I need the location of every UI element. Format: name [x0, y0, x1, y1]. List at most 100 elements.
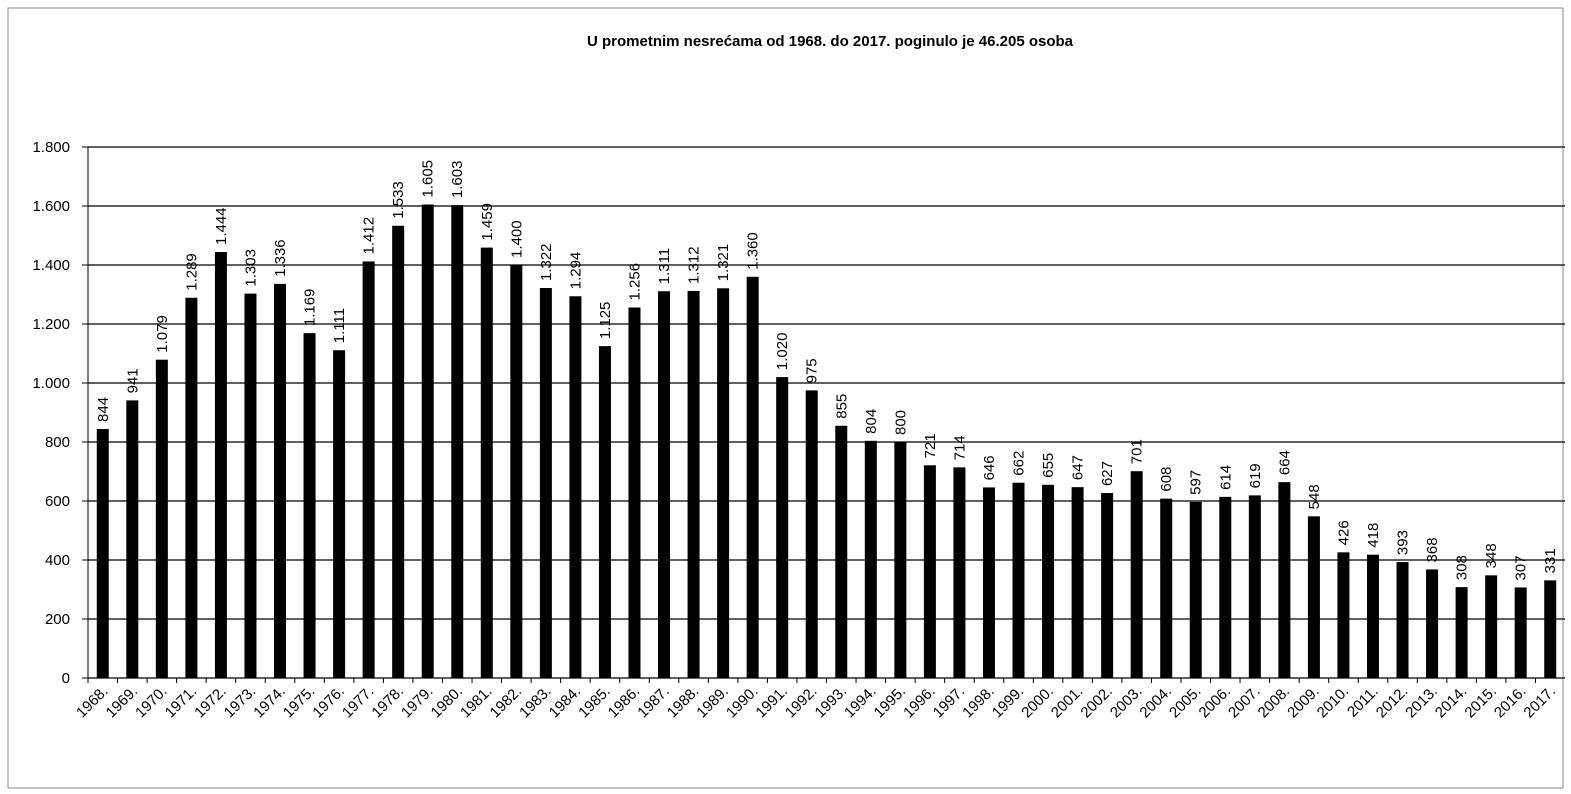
y-tick-label: 1.600: [32, 198, 70, 215]
bar: [658, 291, 671, 678]
data-label: 1.079: [154, 315, 171, 353]
y-tick-label: 600: [45, 493, 70, 510]
bar: [1544, 580, 1557, 678]
bar: [480, 247, 493, 678]
data-label: 655: [1040, 453, 1057, 478]
bar: [1012, 482, 1025, 678]
data-label: 548: [1306, 484, 1323, 509]
data-label: 855: [833, 394, 850, 419]
bar: [1160, 498, 1173, 678]
data-label: 608: [1158, 467, 1175, 492]
y-tick-label: 0: [62, 670, 70, 687]
bar: [1101, 493, 1114, 678]
y-tick-label: 400: [45, 552, 70, 569]
data-label: 1.444: [213, 207, 230, 245]
y-tick-label: 200: [45, 611, 70, 628]
data-label: 1.294: [567, 252, 584, 290]
bar: [1455, 587, 1468, 678]
bar: [244, 293, 257, 678]
chart-title: U prometnim nesrećama od 1968. do 2017. …: [587, 33, 1074, 50]
bar: [392, 225, 405, 678]
data-label: 1.169: [302, 289, 319, 327]
data-label: 646: [981, 455, 998, 480]
data-label: 1.459: [479, 203, 496, 241]
bar: [864, 440, 877, 678]
data-label: 721: [922, 433, 939, 458]
bar: [628, 307, 641, 678]
bar: [1042, 484, 1055, 678]
data-label: 714: [951, 435, 968, 460]
data-label: 426: [1335, 520, 1352, 545]
data-label: 348: [1483, 543, 1500, 568]
y-tick-label: 1.800: [32, 139, 70, 156]
data-label: 368: [1424, 537, 1441, 562]
bar: [598, 346, 611, 678]
bar: [1189, 501, 1202, 678]
data-label: 1.360: [745, 232, 762, 270]
bar: [155, 359, 168, 678]
data-label: 619: [1247, 463, 1264, 488]
bar: [362, 261, 375, 678]
bar: [1337, 552, 1350, 678]
data-label: 1.336: [272, 239, 289, 277]
bar: [303, 333, 316, 678]
bar: [333, 350, 346, 678]
bar: [569, 296, 582, 678]
bar: [1426, 569, 1439, 678]
bar: [687, 290, 700, 678]
bar: [185, 297, 198, 678]
bar: [1071, 487, 1084, 678]
bar: [451, 205, 464, 679]
bar: [923, 465, 936, 678]
data-label: 1.303: [242, 249, 259, 287]
bar: [835, 425, 848, 678]
data-label: 1.533: [390, 181, 407, 219]
data-label: 393: [1395, 530, 1412, 555]
data-label: 418: [1365, 523, 1382, 548]
data-label: 664: [1276, 450, 1293, 475]
bar: [1307, 516, 1320, 678]
data-label: 1.400: [508, 220, 525, 258]
bar: [746, 276, 759, 678]
data-label: 627: [1099, 461, 1116, 486]
bar: [953, 467, 966, 678]
y-tick-label: 800: [45, 434, 70, 451]
data-label: 647: [1070, 455, 1087, 480]
data-label: 1.605: [420, 160, 437, 198]
y-tick-label: 1.000: [32, 375, 70, 392]
bar: [214, 252, 227, 678]
data-label: 662: [1011, 451, 1028, 476]
y-tick-label: 1.400: [32, 257, 70, 274]
data-label: 597: [1188, 470, 1205, 495]
bar: [717, 288, 730, 678]
data-label: 1.322: [538, 243, 555, 281]
data-label: 614: [1217, 465, 1234, 490]
bar: [539, 288, 552, 678]
data-label: 1.312: [686, 246, 703, 284]
bar: [274, 283, 287, 678]
data-label: 701: [1129, 439, 1146, 464]
bar: [805, 390, 818, 678]
data-label: 844: [95, 397, 112, 422]
data-label: 1.289: [183, 253, 200, 291]
bar: [982, 487, 995, 678]
data-label: 1.125: [597, 302, 614, 340]
bar: [1514, 587, 1527, 678]
bar: [1366, 554, 1379, 678]
data-label: 975: [804, 358, 821, 383]
bar: [1278, 482, 1291, 678]
data-label: 1.311: [656, 248, 673, 284]
bar: [510, 265, 523, 678]
data-label: 941: [124, 368, 141, 393]
data-label: 307: [1513, 555, 1530, 580]
data-label: 804: [863, 409, 880, 434]
data-label: 1.256: [626, 263, 643, 301]
bar: [126, 400, 139, 678]
bar: [894, 442, 907, 678]
bar: [96, 429, 109, 678]
data-label: 1.321: [715, 244, 732, 282]
bar: [421, 204, 434, 678]
bar: [1130, 471, 1143, 678]
bar: [1219, 496, 1232, 678]
